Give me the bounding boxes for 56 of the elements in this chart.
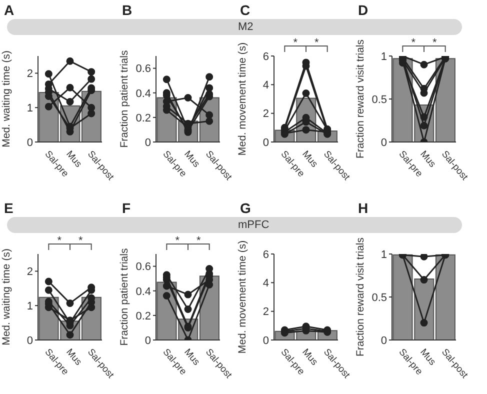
y-tick-label: 2 bbox=[26, 68, 33, 80]
text: * bbox=[175, 235, 180, 247]
chart-subtitle: M2 bbox=[238, 20, 254, 35]
y-tick-label: 0.5 bbox=[372, 94, 387, 106]
y-tick-label: 0 bbox=[380, 136, 387, 149]
y-tick-label: 1 bbox=[26, 102, 33, 115]
y-tick-label: 4 bbox=[262, 80, 269, 92]
chart-title: H bbox=[358, 200, 368, 216]
section-banner: mPFC bbox=[7, 217, 462, 233]
text: * bbox=[57, 235, 62, 247]
text: * bbox=[314, 37, 320, 49]
y-tick-label: 0.4 bbox=[136, 286, 151, 298]
chart-title: E bbox=[4, 200, 14, 216]
y-axis-title: Med. waiting time (s) bbox=[0, 248, 13, 346]
y-axis-title: Fraction reward visit trials bbox=[354, 237, 367, 357]
y-axis-title: Fraction patient trials bbox=[118, 248, 131, 346]
y-tick-label: 4 bbox=[262, 278, 269, 290]
chart-title: G bbox=[240, 200, 251, 216]
y-axis-title: Fraction reward visit trials bbox=[354, 39, 367, 159]
y-tick-label: 1 bbox=[380, 50, 387, 63]
y-tick-label: 0 bbox=[380, 334, 387, 347]
y-axis-title: Fraction patient trials bbox=[118, 50, 131, 148]
y-tick-label: 2 bbox=[26, 266, 33, 278]
chart-title: B bbox=[122, 2, 132, 18]
y-tick-label: 2 bbox=[262, 306, 269, 318]
y-tick-label: 0.2 bbox=[136, 310, 151, 322]
y-tick-label: 0.6 bbox=[136, 63, 151, 76]
chart-subtitle: mPFC bbox=[238, 218, 270, 233]
y-tick-label: 6 bbox=[262, 248, 269, 261]
text: * bbox=[293, 37, 298, 49]
y-tick-label: 6 bbox=[262, 50, 269, 63]
y-axis-title: Med. movement time (s) bbox=[236, 42, 249, 156]
text: * bbox=[78, 235, 84, 247]
section-banner: M2 bbox=[7, 19, 462, 35]
y-tick-label: 0 bbox=[26, 136, 33, 149]
y-axis-title: Med. waiting time (s) bbox=[0, 50, 13, 148]
y-tick-label: 2 bbox=[262, 108, 269, 120]
text: * bbox=[411, 37, 416, 49]
chart-title: F bbox=[122, 200, 131, 216]
chart-title: A bbox=[4, 2, 14, 18]
y-tick-label: 0 bbox=[144, 136, 151, 149]
y-tick-label: 0.5 bbox=[372, 292, 387, 304]
y-tick-label: 0.2 bbox=[136, 112, 151, 124]
y-tick-label: 0 bbox=[26, 334, 33, 347]
y-tick-label: 0 bbox=[144, 334, 151, 347]
y-axis-title: Med. movement time (s) bbox=[236, 240, 249, 354]
y-tick-label: 0.6 bbox=[136, 261, 151, 274]
text: * bbox=[196, 235, 202, 247]
y-tick-label: 0 bbox=[262, 334, 269, 347]
chart-title: D bbox=[358, 2, 368, 18]
y-tick-label: 1 bbox=[380, 248, 387, 261]
y-tick-label: 0 bbox=[262, 136, 269, 149]
y-tick-label: 1 bbox=[26, 300, 33, 313]
text: * bbox=[432, 37, 438, 49]
y-tick-label: 0.4 bbox=[136, 88, 151, 100]
chart-title: C bbox=[240, 2, 250, 18]
